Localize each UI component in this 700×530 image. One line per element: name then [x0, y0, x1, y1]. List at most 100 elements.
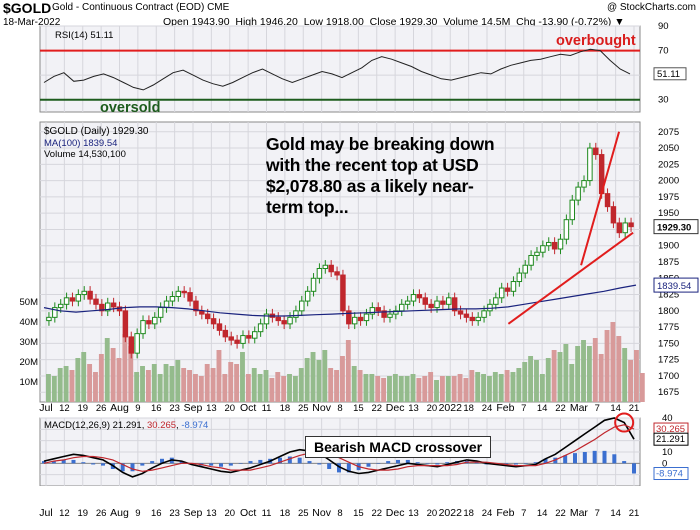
macd-histogram-bar [405, 459, 410, 464]
candle-body [363, 313, 370, 322]
candle-body [416, 294, 423, 299]
candle-body [187, 292, 193, 302]
price-y-tick: 1900 [658, 241, 679, 252]
x-tick-label: 7 [521, 403, 526, 414]
macd-histogram-bar [396, 459, 400, 464]
volume-bar [210, 368, 216, 402]
volume-bar [275, 372, 281, 402]
volume-bar [516, 368, 522, 402]
x-tick-label: Oct [240, 402, 256, 414]
volume-bar [392, 374, 398, 402]
volume-bar [340, 356, 345, 402]
macd-histogram-bar [91, 463, 96, 465]
macd-histogram-bar [573, 453, 577, 464]
macd-y-tick: 40 [662, 413, 673, 424]
volume-bar [322, 350, 328, 402]
candle-body [87, 290, 93, 300]
oversold-label: oversold [100, 100, 161, 116]
price-y-tick: 2075 [658, 127, 679, 138]
breakdown-trendline [580, 131, 621, 266]
x-tick-label: 8 [337, 508, 342, 519]
x-tick-label: Dec [386, 402, 405, 414]
price-y-tick: 1700 [658, 371, 679, 382]
candle-body [610, 206, 617, 224]
x-tick-label: 18 [280, 508, 291, 519]
volume-bar [534, 360, 539, 402]
volume-bar [222, 374, 228, 402]
volume-bar [98, 354, 104, 402]
macd-histogram-bar [101, 463, 105, 466]
macd-histogram-bar [425, 463, 430, 464]
volume-bar [316, 360, 322, 402]
candle-body [140, 320, 146, 335]
candle-body [393, 310, 399, 315]
macd-value-tag [653, 467, 689, 481]
x-tick-label: Nov [312, 402, 331, 414]
volume-bar [157, 374, 163, 402]
price-y-tick: 1750 [658, 338, 679, 349]
volume-axis-label: 30M [20, 337, 39, 348]
volume-bar [498, 374, 504, 402]
macd-histogram-bar [514, 463, 518, 465]
volume-bar [557, 352, 563, 402]
macd-histogram-bar [179, 461, 184, 464]
candle-body [540, 245, 546, 253]
price-y-tick: 1800 [658, 306, 679, 317]
macd-histogram-bar [337, 463, 341, 473]
x-tick-label: 20 [427, 403, 438, 414]
candle-body [134, 333, 140, 354]
volume-bar [592, 338, 598, 402]
x-tick-label: 14 [610, 508, 621, 519]
candle-body [575, 186, 581, 201]
volume-bar [46, 374, 51, 402]
candle-body [281, 320, 287, 325]
rsi-y-tick: 70 [658, 46, 669, 57]
x-tick-label: 18 [463, 403, 474, 414]
candle-body [316, 268, 323, 279]
candle-body [293, 310, 299, 318]
volume-bar [628, 360, 633, 402]
candle-body [75, 294, 82, 302]
volume-bar [510, 372, 516, 402]
x-tick-label: 18 [463, 508, 474, 519]
macd-histogram-bar [297, 457, 302, 464]
candle-body [263, 313, 270, 325]
x-tick-label: 21 [629, 403, 640, 414]
macd-histogram-bar [51, 461, 56, 464]
candle-body [69, 297, 76, 302]
price-y-tick: 2000 [658, 176, 679, 187]
volume-bar [310, 352, 316, 402]
macd-histogram-bar [160, 458, 164, 464]
candle-body [534, 251, 540, 256]
macd-histogram-bar [602, 450, 607, 464]
candle-body [81, 290, 87, 296]
volume-bar [363, 374, 369, 402]
macd-histogram-bar [130, 463, 135, 472]
volume-axis-label: 10M [20, 377, 39, 388]
candle-body [528, 254, 534, 266]
candle-body [93, 298, 99, 305]
volume-bar [351, 366, 357, 402]
close-price-tag [653, 219, 699, 235]
candle-body [110, 302, 117, 308]
x-tick-label: 13 [408, 508, 419, 519]
candle-body [275, 316, 281, 322]
macd-histogram-bar [415, 462, 420, 464]
volume-bar [169, 366, 175, 402]
x-tick-label: 19 [77, 508, 88, 519]
price-y-tick: 1875 [658, 257, 679, 268]
overbought-label: overbought [556, 33, 636, 49]
symbol-title: $GOLD [3, 0, 52, 16]
x-tick-label: 23 [169, 508, 180, 519]
macd-value-tag [653, 432, 689, 446]
macd-histogram-bar [120, 463, 125, 472]
candle-body [510, 281, 517, 292]
volume-bar [398, 376, 404, 402]
volume-bar [151, 364, 157, 402]
candle-body [569, 199, 576, 221]
volume-bar [110, 348, 116, 402]
macd-histogram-bar [523, 463, 528, 464]
ma-price-value: 1839.54 [657, 281, 691, 292]
x-tick-label: Jul [39, 507, 52, 519]
